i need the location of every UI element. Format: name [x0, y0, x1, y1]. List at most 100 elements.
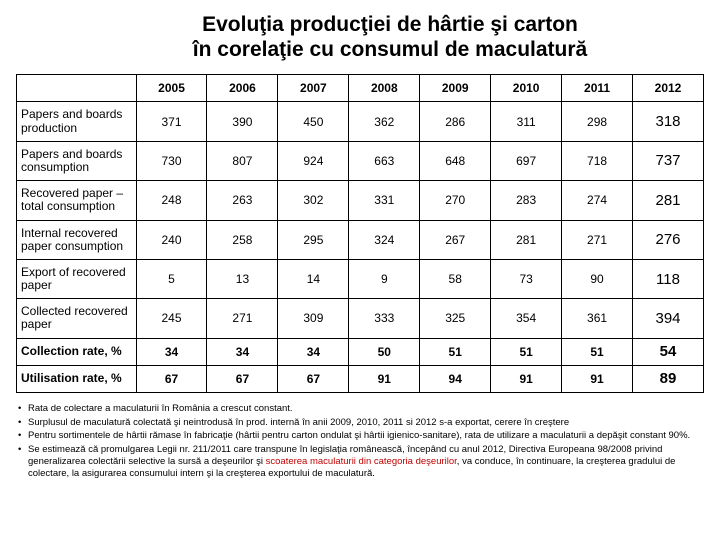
table-row: Recovered paper – total consumption24826… — [17, 181, 704, 220]
cell: 58 — [420, 259, 491, 298]
cell: 333 — [349, 299, 420, 338]
cell: 94 — [420, 365, 491, 392]
note-item: Rata de colectare a maculaturii în Român… — [16, 403, 704, 415]
note-item: Se estimează că promulgarea Legii nr. 21… — [16, 444, 704, 480]
table-row: Export of recovered paper513149587390118 — [17, 259, 704, 298]
row-label: Internal recovered paper consumption — [17, 220, 137, 259]
row-label: Papers and boards production — [17, 102, 137, 141]
cell: 73 — [491, 259, 562, 298]
cell: 309 — [278, 299, 349, 338]
table-row: Papers and boards production371390450362… — [17, 102, 704, 141]
note-item: Surplusul de maculatură colectată şi nei… — [16, 417, 704, 429]
cell: 361 — [562, 299, 633, 338]
cell: 14 — [278, 259, 349, 298]
row-label: Export of recovered paper — [17, 259, 137, 298]
notes-list: Rata de colectare a maculaturii în Român… — [16, 403, 704, 480]
table-row: Utilisation rate, %6767679194919189 — [17, 365, 704, 392]
header-year: 2010 — [491, 75, 562, 102]
cell: 271 — [562, 220, 633, 259]
cell: 663 — [349, 141, 420, 180]
cell: 737 — [633, 141, 704, 180]
row-label: Utilisation rate, % — [17, 365, 137, 392]
cell: 240 — [136, 220, 207, 259]
cell: 371 — [136, 102, 207, 141]
cell: 324 — [349, 220, 420, 259]
cell: 362 — [349, 102, 420, 141]
cell: 295 — [278, 220, 349, 259]
cell: 276 — [633, 220, 704, 259]
title-line-1: Evoluţia producţiei de hârtie şi carton — [202, 13, 578, 36]
cell: 258 — [207, 220, 278, 259]
table-row: Internal recovered paper consumption2402… — [17, 220, 704, 259]
cell: 390 — [207, 102, 278, 141]
header-year: 2009 — [420, 75, 491, 102]
cell: 118 — [633, 259, 704, 298]
cell: 90 — [562, 259, 633, 298]
cell: 34 — [278, 338, 349, 365]
header-year: 2007 — [278, 75, 349, 102]
cell: 51 — [562, 338, 633, 365]
cell: 331 — [349, 181, 420, 220]
cell: 730 — [136, 141, 207, 180]
header-blank — [17, 75, 137, 102]
title-line-2: în corelaţie cu consumul de maculatură — [193, 38, 587, 61]
cell: 51 — [491, 338, 562, 365]
cell: 924 — [278, 141, 349, 180]
cell: 245 — [136, 299, 207, 338]
table-row: Collected recovered paper245271309333325… — [17, 299, 704, 338]
cell: 9 — [349, 259, 420, 298]
cell: 267 — [420, 220, 491, 259]
row-label: Collection rate, % — [17, 338, 137, 365]
header-year: 2005 — [136, 75, 207, 102]
cell: 91 — [562, 365, 633, 392]
cell: 325 — [420, 299, 491, 338]
cell: 248 — [136, 181, 207, 220]
header-year: 2011 — [562, 75, 633, 102]
cell: 67 — [207, 365, 278, 392]
cell: 311 — [491, 102, 562, 141]
data-table: 2005 2006 2007 2008 2009 2010 2011 2012 … — [16, 74, 704, 392]
cell: 281 — [491, 220, 562, 259]
row-label: Collected recovered paper — [17, 299, 137, 338]
cell: 34 — [136, 338, 207, 365]
cell: 354 — [491, 299, 562, 338]
cell: 450 — [278, 102, 349, 141]
table-row: Collection rate, %3434345051515154 — [17, 338, 704, 365]
cell: 648 — [420, 141, 491, 180]
row-label: Recovered paper – total consumption — [17, 181, 137, 220]
cell: 283 — [491, 181, 562, 220]
cell: 51 — [420, 338, 491, 365]
cell: 91 — [349, 365, 420, 392]
cell: 54 — [633, 338, 704, 365]
cell: 807 — [207, 141, 278, 180]
header-year: 2012 — [633, 75, 704, 102]
row-label: Papers and boards consumption — [17, 141, 137, 180]
cell: 91 — [491, 365, 562, 392]
cell: 286 — [420, 102, 491, 141]
cell: 271 — [207, 299, 278, 338]
cell: 50 — [349, 338, 420, 365]
cell: 718 — [562, 141, 633, 180]
cell: 697 — [491, 141, 562, 180]
table-row: Papers and boards consumption73080792466… — [17, 141, 704, 180]
cell: 5 — [136, 259, 207, 298]
header-year: 2006 — [207, 75, 278, 102]
cell: 274 — [562, 181, 633, 220]
cell: 394 — [633, 299, 704, 338]
cell: 263 — [207, 181, 278, 220]
cell: 67 — [278, 365, 349, 392]
cell: 298 — [562, 102, 633, 141]
table-header-row: 2005 2006 2007 2008 2009 2010 2011 2012 — [17, 75, 704, 102]
cell: 281 — [633, 181, 704, 220]
cell: 89 — [633, 365, 704, 392]
header-year: 2008 — [349, 75, 420, 102]
cell: 34 — [207, 338, 278, 365]
note-highlight: scoaterea maculaturii din categoria deşe… — [266, 456, 457, 467]
cell: 67 — [136, 365, 207, 392]
cell: 302 — [278, 181, 349, 220]
note-item: Pentru sortimentele de hârtii rămase în … — [16, 430, 704, 442]
page-title: Evoluţia producţiei de hârtie şi carton … — [76, 12, 704, 62]
cell: 270 — [420, 181, 491, 220]
cell: 318 — [633, 102, 704, 141]
cell: 13 — [207, 259, 278, 298]
